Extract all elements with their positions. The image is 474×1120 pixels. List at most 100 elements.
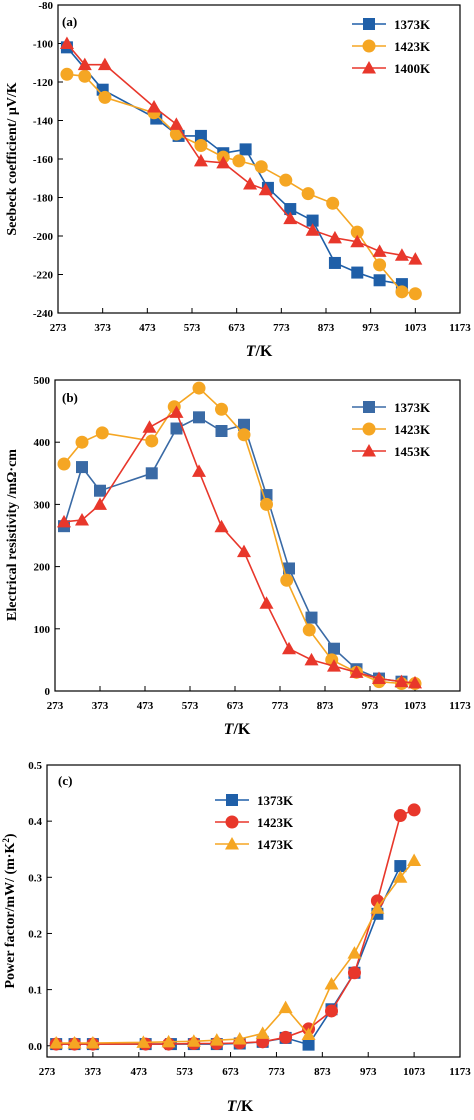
resistivity-x-tick-label: 273 [47,700,64,712]
legend-label: 1423K [394,422,431,437]
seebeck-legend: 1373K 1423K 1400K [352,17,431,76]
data-point [395,285,409,299]
power-factor-x-tick-label: 673 [222,1066,239,1078]
data-point [282,641,296,655]
seebeck-x-axis-unit: /K [254,343,272,360]
series-1373K [60,41,408,291]
legend-marker [362,61,376,74]
data-point [302,623,316,637]
seebeck-y-tick-label: -100 [33,39,54,51]
data-point [283,211,298,225]
data-point [215,402,228,416]
power-factor-x-axis-title: T/K [227,1098,254,1115]
data-point [243,177,258,190]
data-point [136,1035,151,1048]
data-point [145,467,158,480]
legend-marker [225,815,239,829]
data-point [324,977,339,990]
series-1473K [49,853,422,1049]
resistivity-x-tick-label: 773 [272,700,289,712]
panel-label-b: (b) [62,390,78,405]
data-point [260,489,273,502]
seebeck-y-tick-label: -80 [38,0,53,12]
data-point [60,67,74,81]
data-point [350,225,364,239]
data-point [408,675,422,689]
seebeck-x-tick-label: 273 [50,322,67,334]
data-point [301,187,315,201]
data-point [77,57,92,71]
power-factor-plot-frame [46,764,461,1058]
data-point [93,497,107,510]
legend-label: 1423K [257,815,294,830]
data-point [161,1034,176,1048]
power-factor-y-tick-label: 0.2 [28,928,42,940]
panel-label-a: (a) [62,14,77,29]
data-point [255,1026,270,1039]
data-point [279,173,293,187]
legend-marker [225,837,239,850]
data-point [232,154,246,168]
seebeck-y-axis-title: Seebeck coefficient/ μV/K [5,82,20,235]
data-point [328,256,341,269]
resistivity-x-tick-label: 673 [227,700,244,712]
data-point [57,514,71,528]
data-point [407,853,422,866]
data-point [260,497,273,511]
seebeck-x-tick-label: 473 [139,322,156,334]
data-point [349,665,364,678]
legend-label: 1400K [394,61,431,76]
seebeck-x-tick-label: 873 [318,322,335,334]
legend-marker [363,18,375,30]
data-point [302,1038,315,1051]
power-factor-y-tick-label: 0.5 [28,760,42,772]
data-point [209,1033,224,1046]
data-point [328,642,340,655]
data-point [279,1030,293,1044]
seebeck-panel: (a) Seebeck coefficient/ μV/K T/K 273 373… [5,0,471,360]
power-factor-legend: 1373K 1423K 1473K [215,793,294,852]
power-factor-x-tick-label: 473 [131,1066,148,1078]
power-factor-y-axis-end: ) [3,833,18,838]
seebeck-x-tick-label: 673 [228,322,245,334]
data-point [347,946,362,959]
legend-marker [226,794,238,806]
series-line [56,859,415,1044]
series-line [66,46,403,285]
power-factor-x-tick-label: 873 [314,1066,331,1078]
seebeck-y-tick-label: -180 [33,193,54,205]
data-point [327,659,341,672]
resistivity-x-tick-label: 1173 [449,700,471,712]
resistivity-y-tick-label: 500 [34,375,51,387]
data-point [278,1000,293,1014]
resistivity-y-tick-label: 200 [34,562,51,574]
legend-label: 1423K [394,39,431,54]
data-point [94,484,106,497]
power-factor-x-axis-symbol: T [227,1098,238,1115]
data-point [147,100,162,113]
power-factor-y-tick-label: 0.3 [28,872,42,884]
power-factor-y-axis-sup: 2 [1,838,11,843]
legend-marker [362,444,376,457]
resistivity-panel: (b) Electrical resistivity /mΩ·cm T/K 27… [5,375,471,738]
power-factor-y-axis-main: Power factor/mW/ (m·K [3,843,18,989]
data-point [78,69,92,83]
data-point [351,266,364,279]
series-line [66,73,416,295]
data-point [192,381,206,395]
data-point [408,252,423,265]
resistivity-x-tick-label: 373 [92,700,109,712]
resistivity-x-axis-symbol: T [224,721,235,738]
series-1453K [57,405,422,689]
data-point [394,860,407,873]
data-point [214,519,229,533]
legend-label: 1473K [257,837,294,852]
resistivity-y-tick-label: 100 [34,624,51,636]
legend-marker [363,401,375,413]
data-point [237,428,251,442]
data-point [170,422,183,435]
seebeck-x-axis-symbol: T [246,343,257,360]
power-factor-y-axis-title: Power factor/mW/ (m·K2) [1,833,18,988]
data-point [49,1035,64,1049]
